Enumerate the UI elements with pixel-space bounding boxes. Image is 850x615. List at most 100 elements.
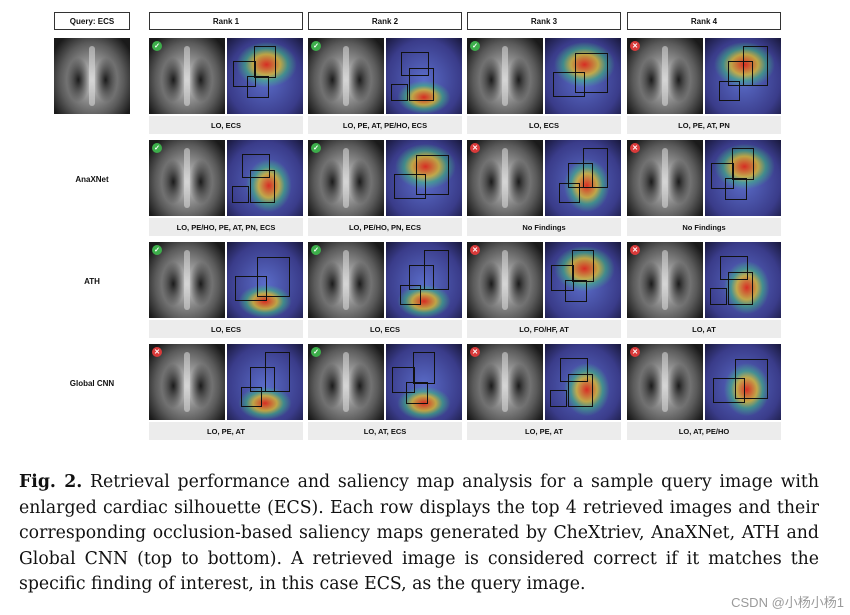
region-box [390, 83, 408, 101]
retrieved-xray-image [467, 242, 543, 318]
region-box [727, 272, 753, 305]
retrieved-xray-image [149, 140, 225, 216]
region-box [424, 249, 449, 290]
findings-label: LO, PE/HO, PE, AT, PN, ECS [149, 218, 303, 236]
region-box [724, 178, 747, 200]
figure: Query: ECS Rank 1 Rank 2 Rank 3 Rank 4 A… [54, 12, 781, 440]
rank-1-header: Rank 1 [149, 12, 303, 30]
rank-2-header: Rank 2 [308, 12, 462, 30]
region-box [393, 174, 426, 199]
region-box [549, 389, 567, 407]
rank-3-header: Rank 3 [467, 12, 621, 30]
retrieved-xray-image [308, 344, 384, 420]
findings-label: LO, FO/HF, AT [467, 320, 621, 338]
region-box [392, 366, 416, 394]
region-box [551, 264, 575, 292]
check-icon: ✓ [311, 143, 321, 153]
findings-label: LO, PE, AT [149, 422, 303, 440]
retrieved-xray-image [308, 38, 384, 114]
findings-label: LO, PE, AT, PE/HO, ECS [308, 116, 462, 134]
saliency-map-image [705, 140, 781, 216]
findings-label: LO, ECS [149, 116, 303, 134]
figure-caption: Fig. 2. Retrieval performance and salien… [19, 470, 819, 598]
region-box [408, 68, 434, 101]
findings-label: LO, ECS [467, 116, 621, 134]
retrieved-xray-image [308, 140, 384, 216]
retrieved-xray-image [467, 344, 543, 420]
rank-4-header: Rank 4 [627, 12, 781, 30]
saliency-map-image [227, 38, 303, 114]
region-box [567, 374, 593, 407]
region-box [720, 255, 749, 281]
retrieved-xray-image [627, 242, 703, 318]
findings-label: LO, AT, PE/HO [627, 422, 781, 440]
watermark: CSDN @小杨小杨1 [731, 595, 844, 610]
saliency-map-image [227, 242, 303, 318]
region-box [265, 351, 290, 392]
saliency-map-image [545, 242, 621, 318]
region-box [416, 155, 449, 196]
region-box [583, 147, 608, 188]
findings-label: LO, AT [627, 320, 781, 338]
row-label-anaxnet: AnaXNet [75, 175, 109, 184]
saliency-map-image [386, 242, 462, 318]
region-box [257, 257, 290, 298]
retrieved-xray-image [467, 140, 543, 216]
region-box [413, 351, 436, 384]
region-box [246, 76, 269, 98]
region-box [242, 153, 271, 179]
region-box [254, 45, 277, 78]
region-box [560, 357, 589, 383]
region-box [401, 51, 430, 77]
region-box [234, 276, 267, 301]
saliency-map-image [545, 344, 621, 420]
saliency-map-image [386, 344, 462, 420]
region-box [405, 382, 428, 404]
region-box [552, 72, 585, 97]
findings-label: LO, ECS [308, 320, 462, 338]
findings-label: No Findings [627, 218, 781, 236]
saliency-map-image [227, 140, 303, 216]
cross-icon: ✕ [470, 245, 480, 255]
cross-icon: ✕ [630, 245, 640, 255]
query-header: Query: ECS [54, 12, 130, 30]
region-box [718, 80, 741, 101]
region-box [231, 185, 249, 203]
retrieved-xray-image [627, 344, 703, 420]
row-label-global-cnn: Global CNN [69, 379, 115, 388]
check-icon: ✓ [152, 41, 162, 51]
findings-label: LO, AT, ECS [308, 422, 462, 440]
check-icon: ✓ [470, 41, 480, 51]
region-box [709, 287, 727, 305]
region-box [399, 284, 422, 305]
saliency-map-image [227, 344, 303, 420]
check-icon: ✓ [152, 245, 162, 255]
saliency-map-image [386, 38, 462, 114]
region-box [249, 170, 275, 203]
saliency-map-image [705, 242, 781, 318]
row-label-ath: ATH [84, 277, 100, 286]
check-icon: ✓ [152, 143, 162, 153]
cross-icon: ✕ [630, 143, 640, 153]
retrieved-xray-image [627, 140, 703, 216]
region-box [240, 386, 263, 407]
region-box [572, 249, 595, 282]
region-box [743, 45, 768, 86]
retrieved-xray-image [149, 38, 225, 114]
region-box [233, 60, 257, 88]
saliency-map-image [545, 38, 621, 114]
check-icon: ✓ [311, 41, 321, 51]
retrieved-xray-image [149, 344, 225, 420]
retrieved-xray-image [308, 242, 384, 318]
findings-label: LO, PE, AT [467, 422, 621, 440]
saliency-map-image [705, 38, 781, 114]
saliency-map-image [545, 140, 621, 216]
caption-fig-label: Fig. 2. [19, 472, 83, 492]
region-box [575, 53, 608, 94]
caption-text: Retrieval performance and saliency map a… [19, 472, 819, 594]
cross-icon: ✕ [630, 347, 640, 357]
cross-icon: ✕ [470, 143, 480, 153]
findings-label: No Findings [467, 218, 621, 236]
region-box [711, 162, 735, 190]
region-box [564, 280, 587, 302]
